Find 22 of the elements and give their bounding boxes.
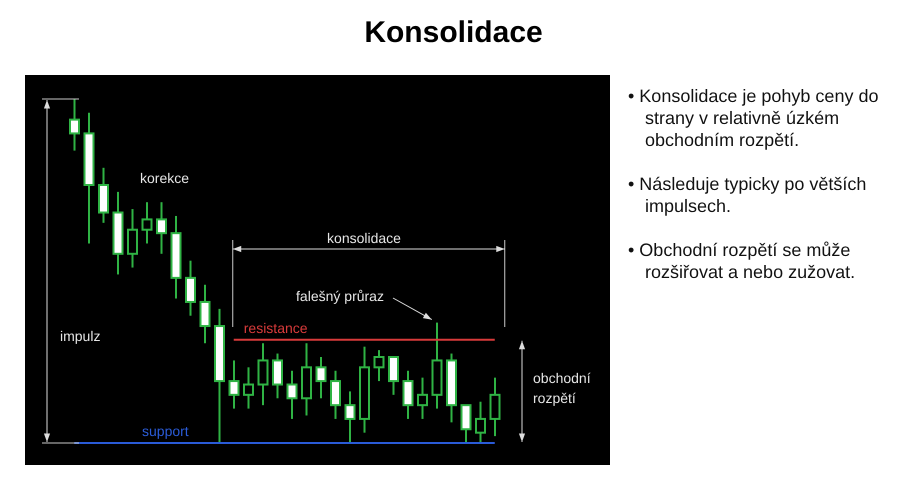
candlestick — [228, 359, 240, 410]
ref-line-label: support — [142, 423, 189, 439]
candlestick — [142, 201, 152, 244]
annotation: falešný průraz — [296, 288, 384, 304]
annotation: korekce — [140, 170, 190, 186]
chart-title: Konsolidace — [363, 16, 544, 50]
text: • Konsolidace je pohyb ceny do strany v relativně úzkém obchodním rozpětí. — [628, 85, 880, 151]
candlestick — [374, 349, 384, 382]
text: • Obchodní rozpětí se může rozšiřovat a nebo zužovat. — [628, 239, 856, 283]
candlestick — [69, 99, 80, 152]
candlestick — [243, 366, 254, 410]
annotation: konsolidace — [327, 230, 402, 246]
ref-line-label: resistance — [244, 320, 308, 336]
candlestick — [417, 376, 428, 420]
candlestick — [344, 390, 356, 443]
candlestick — [286, 370, 298, 420]
candlestick — [156, 201, 167, 255]
annotation: impulz — [60, 328, 100, 344]
text: obchodní rozpětí — [533, 370, 591, 406]
candlestick — [316, 356, 326, 400]
text: • Následuje typicky po větších impulsech. — [628, 173, 868, 217]
candlestick — [475, 400, 486, 443]
